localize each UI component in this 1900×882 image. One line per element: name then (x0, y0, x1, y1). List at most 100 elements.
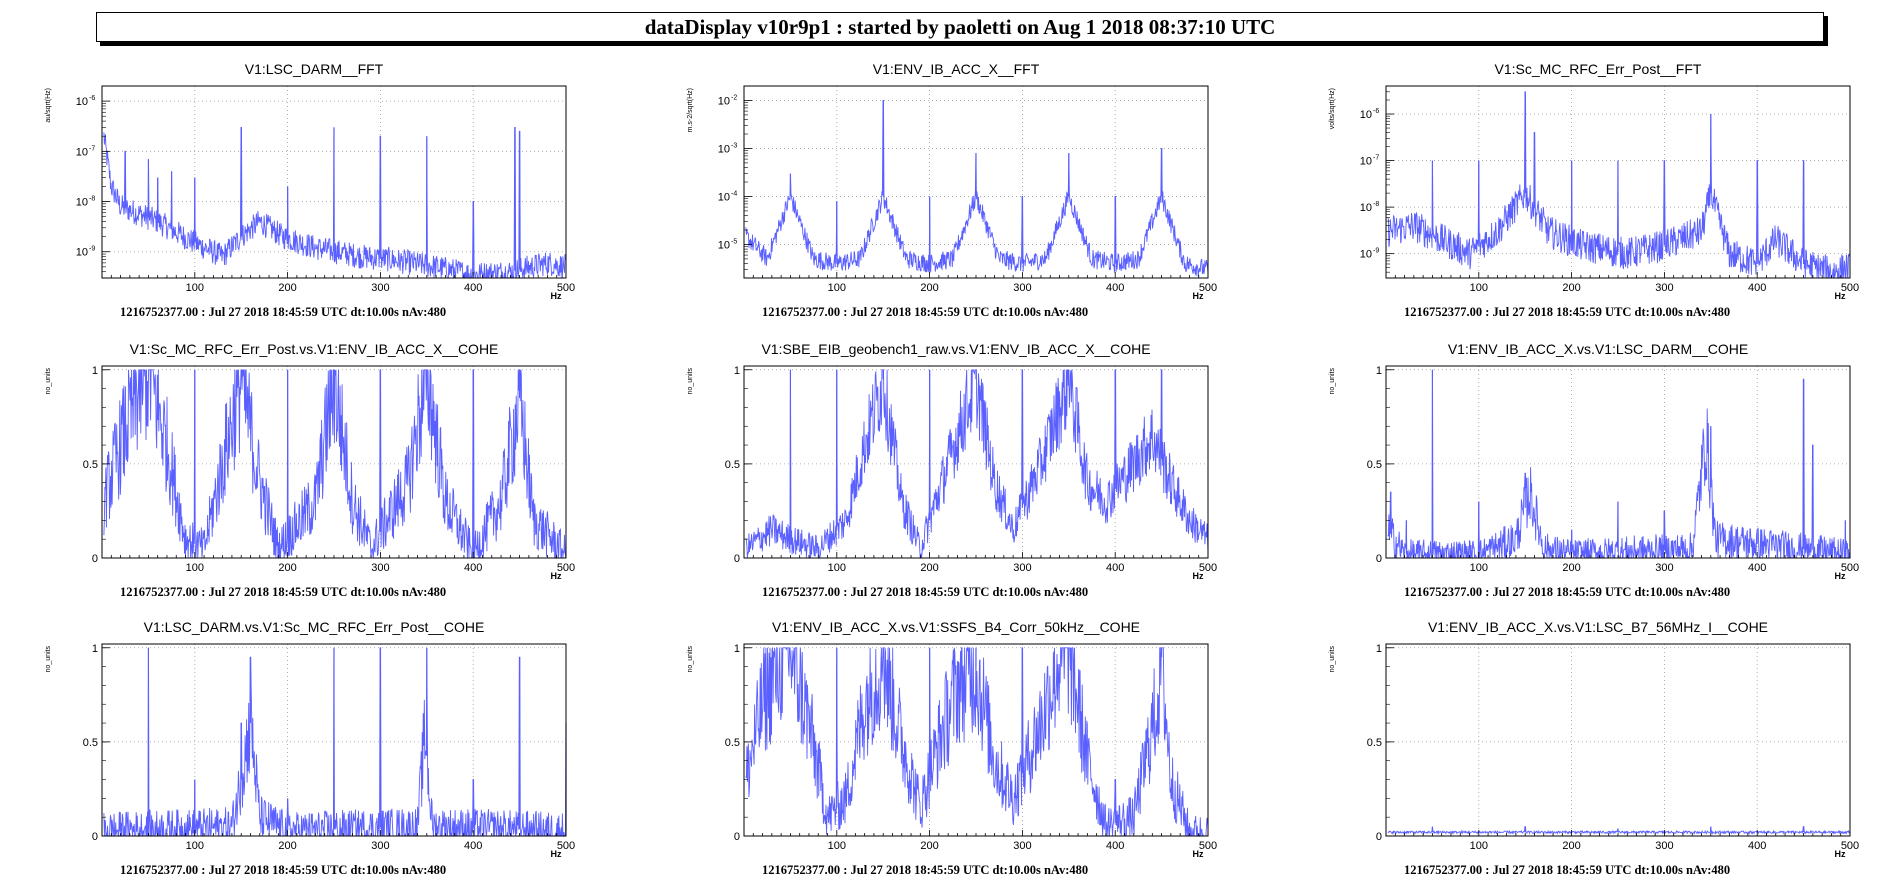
y-axis-label: no_units (1329, 368, 1336, 395)
x-tick-label: 200 (920, 840, 938, 852)
y-tick-label: 10 (1360, 249, 1372, 261)
x-tick-label: 100 (1470, 562, 1488, 574)
chart-footer: 1216752377.00 : Jul 27 2018 18:45:59 UTC… (762, 863, 1088, 877)
x-tick-label: 100 (186, 562, 204, 574)
y-tick-label: 0.5 (725, 459, 740, 471)
data-trace (745, 369, 1209, 560)
x-axis-label: Hz (1193, 571, 1204, 581)
y-axis-label: no_units (45, 646, 52, 673)
x-tick-label: 200 (278, 282, 296, 294)
y-tick-label: 10 (76, 197, 88, 209)
y-tick-label: 10 (76, 247, 88, 259)
x-tick-label: 400 (464, 840, 482, 852)
chart-panel-4: V1:Sc_MC_RFC_Err_Post.vs.V1:ENV_IB_ACC_X… (45, 341, 575, 599)
x-tick-label: 400 (1748, 282, 1766, 294)
x-axis-label: Hz (1835, 291, 1846, 301)
plot-frame (1385, 643, 1851, 837)
y-tick-exponent: -7 (1373, 155, 1379, 162)
y-tick-label: 0 (1376, 553, 1382, 565)
chart-title: V1:SBE_EIB_geobench1_raw.vs.V1:ENV_IB_AC… (761, 341, 1150, 357)
chart-title: V1:ENV_IB_ACC_X.vs.V1:LSC_B7_56MHz_I__CO… (1428, 619, 1768, 635)
y-tick-label: 0 (92, 553, 98, 565)
x-axis-label: Hz (1193, 849, 1204, 859)
x-tick-label: 400 (1748, 840, 1766, 852)
y-tick-label: 10 (1360, 202, 1372, 214)
y-tick-label: 10 (76, 96, 88, 108)
chart-title: V1:ENV_IB_ACC_X.vs.V1:LSC_DARM__COHE (1448, 341, 1748, 357)
y-tick-label: 10 (718, 239, 730, 251)
y-axis-label: no_units (687, 368, 694, 395)
chart-panel-5: V1:SBE_EIB_geobench1_raw.vs.V1:ENV_IB_AC… (687, 341, 1217, 599)
chart-title: V1:Sc_MC_RFC_Err_Post.vs.V1:ENV_IB_ACC_X… (130, 341, 499, 357)
y-axis-label: no_units (45, 368, 52, 395)
y-axis-label: no_units (1329, 646, 1336, 673)
y-tick-label: 0.5 (83, 737, 98, 749)
y-tick-label: 1 (1376, 643, 1382, 655)
chart-panel-9: V1:ENV_IB_ACC_X.vs.V1:LSC_B7_56MHz_I__CO… (1329, 619, 1859, 877)
y-tick-label: 10 (1360, 156, 1372, 168)
x-tick-label: 500 (1841, 562, 1859, 574)
y-axis-label: au/sqrt(Hz) (45, 88, 52, 123)
chart-panel-2: V1:ENV_IB_ACC_X__FFT m.s-2/sqrt(Hz) 100 200… (687, 61, 1217, 319)
y-tick-exponent: -8 (1373, 201, 1379, 208)
chart-footer: 1216752377.00 : Jul 27 2018 18:45:59 UTC… (120, 305, 446, 319)
y-tick-label: 10 (718, 143, 730, 155)
chart-footer: 1216752377.00 : Jul 27 2018 18:45:59 UTC… (120, 863, 446, 877)
x-tick-label: 200 (1562, 562, 1580, 574)
data-trace (1387, 369, 1851, 560)
x-tick-label: 500 (557, 282, 575, 294)
chart-title: V1:ENV_IB_ACC_X__FFT (873, 61, 1040, 77)
x-tick-label: 200 (1562, 282, 1580, 294)
chart-panel-1: V1:LSC_DARM__FFT au/sqrt(Hz) 100 200 300 400 5… (45, 61, 575, 319)
x-tick-label: 100 (1470, 282, 1488, 294)
y-tick-label: 0 (734, 553, 740, 565)
chart-title: V1:LSC_DARM__FFT (245, 61, 384, 77)
chart-footer: 1216752377.00 : Jul 27 2018 18:45:59 UTC… (120, 585, 446, 599)
y-tick-exponent: -8 (89, 196, 95, 203)
y-axis-label: no_units (687, 646, 694, 673)
x-tick-label: 400 (1106, 282, 1124, 294)
x-tick-label: 300 (371, 282, 389, 294)
y-tick-exponent: -2 (731, 94, 737, 101)
x-axis-label: Hz (1835, 571, 1846, 581)
x-tick-label: 500 (1841, 840, 1859, 852)
x-tick-label: 100 (828, 562, 846, 574)
y-tick-label: 1 (734, 643, 740, 655)
x-tick-label: 100 (1470, 840, 1488, 852)
x-axis-label: Hz (1193, 291, 1204, 301)
y-tick-exponent: -4 (731, 190, 737, 197)
data-trace (745, 646, 1209, 838)
x-tick-label: 200 (1562, 840, 1580, 852)
x-axis-label: Hz (551, 571, 562, 581)
y-tick-exponent: -7 (89, 145, 95, 152)
chart-footer: 1216752377.00 : Jul 27 2018 18:45:59 UTC… (1404, 585, 1730, 599)
x-tick-label: 300 (1013, 840, 1031, 852)
x-tick-label: 200 (920, 282, 938, 294)
y-tick-label: 10 (718, 95, 730, 107)
x-tick-label: 200 (920, 562, 938, 574)
y-tick-label: 1 (92, 643, 98, 655)
data-trace (103, 369, 567, 560)
chart-footer: 1216752377.00 : Jul 27 2018 18:45:59 UTC… (1404, 305, 1730, 319)
y-tick-label: 0.5 (725, 737, 740, 749)
x-axis-label: Hz (1835, 849, 1846, 859)
data-trace (745, 99, 1209, 277)
y-axis-label: m.s-2/sqrt(Hz) (687, 88, 694, 132)
x-axis-label: Hz (551, 849, 562, 859)
x-tick-label: 200 (278, 840, 296, 852)
chart-footer: 1216752377.00 : Jul 27 2018 18:45:59 UTC… (762, 585, 1088, 599)
y-tick-exponent: -6 (89, 95, 95, 102)
x-tick-label: 300 (1655, 840, 1673, 852)
x-tick-label: 100 (828, 840, 846, 852)
y-tick-label: 10 (718, 191, 730, 203)
y-tick-exponent: -6 (1373, 108, 1379, 115)
y-tick-label: 0 (1376, 831, 1382, 843)
chart-title: V1:ENV_IB_ACC_X.vs.V1:SSFS_B4_Corr_50kHz… (772, 619, 1140, 635)
y-tick-label: 0.5 (1367, 737, 1382, 749)
x-tick-label: 300 (371, 840, 389, 852)
x-tick-label: 200 (278, 562, 296, 574)
x-tick-label: 500 (1199, 840, 1217, 852)
x-tick-label: 100 (186, 282, 204, 294)
x-tick-label: 400 (1106, 562, 1124, 574)
